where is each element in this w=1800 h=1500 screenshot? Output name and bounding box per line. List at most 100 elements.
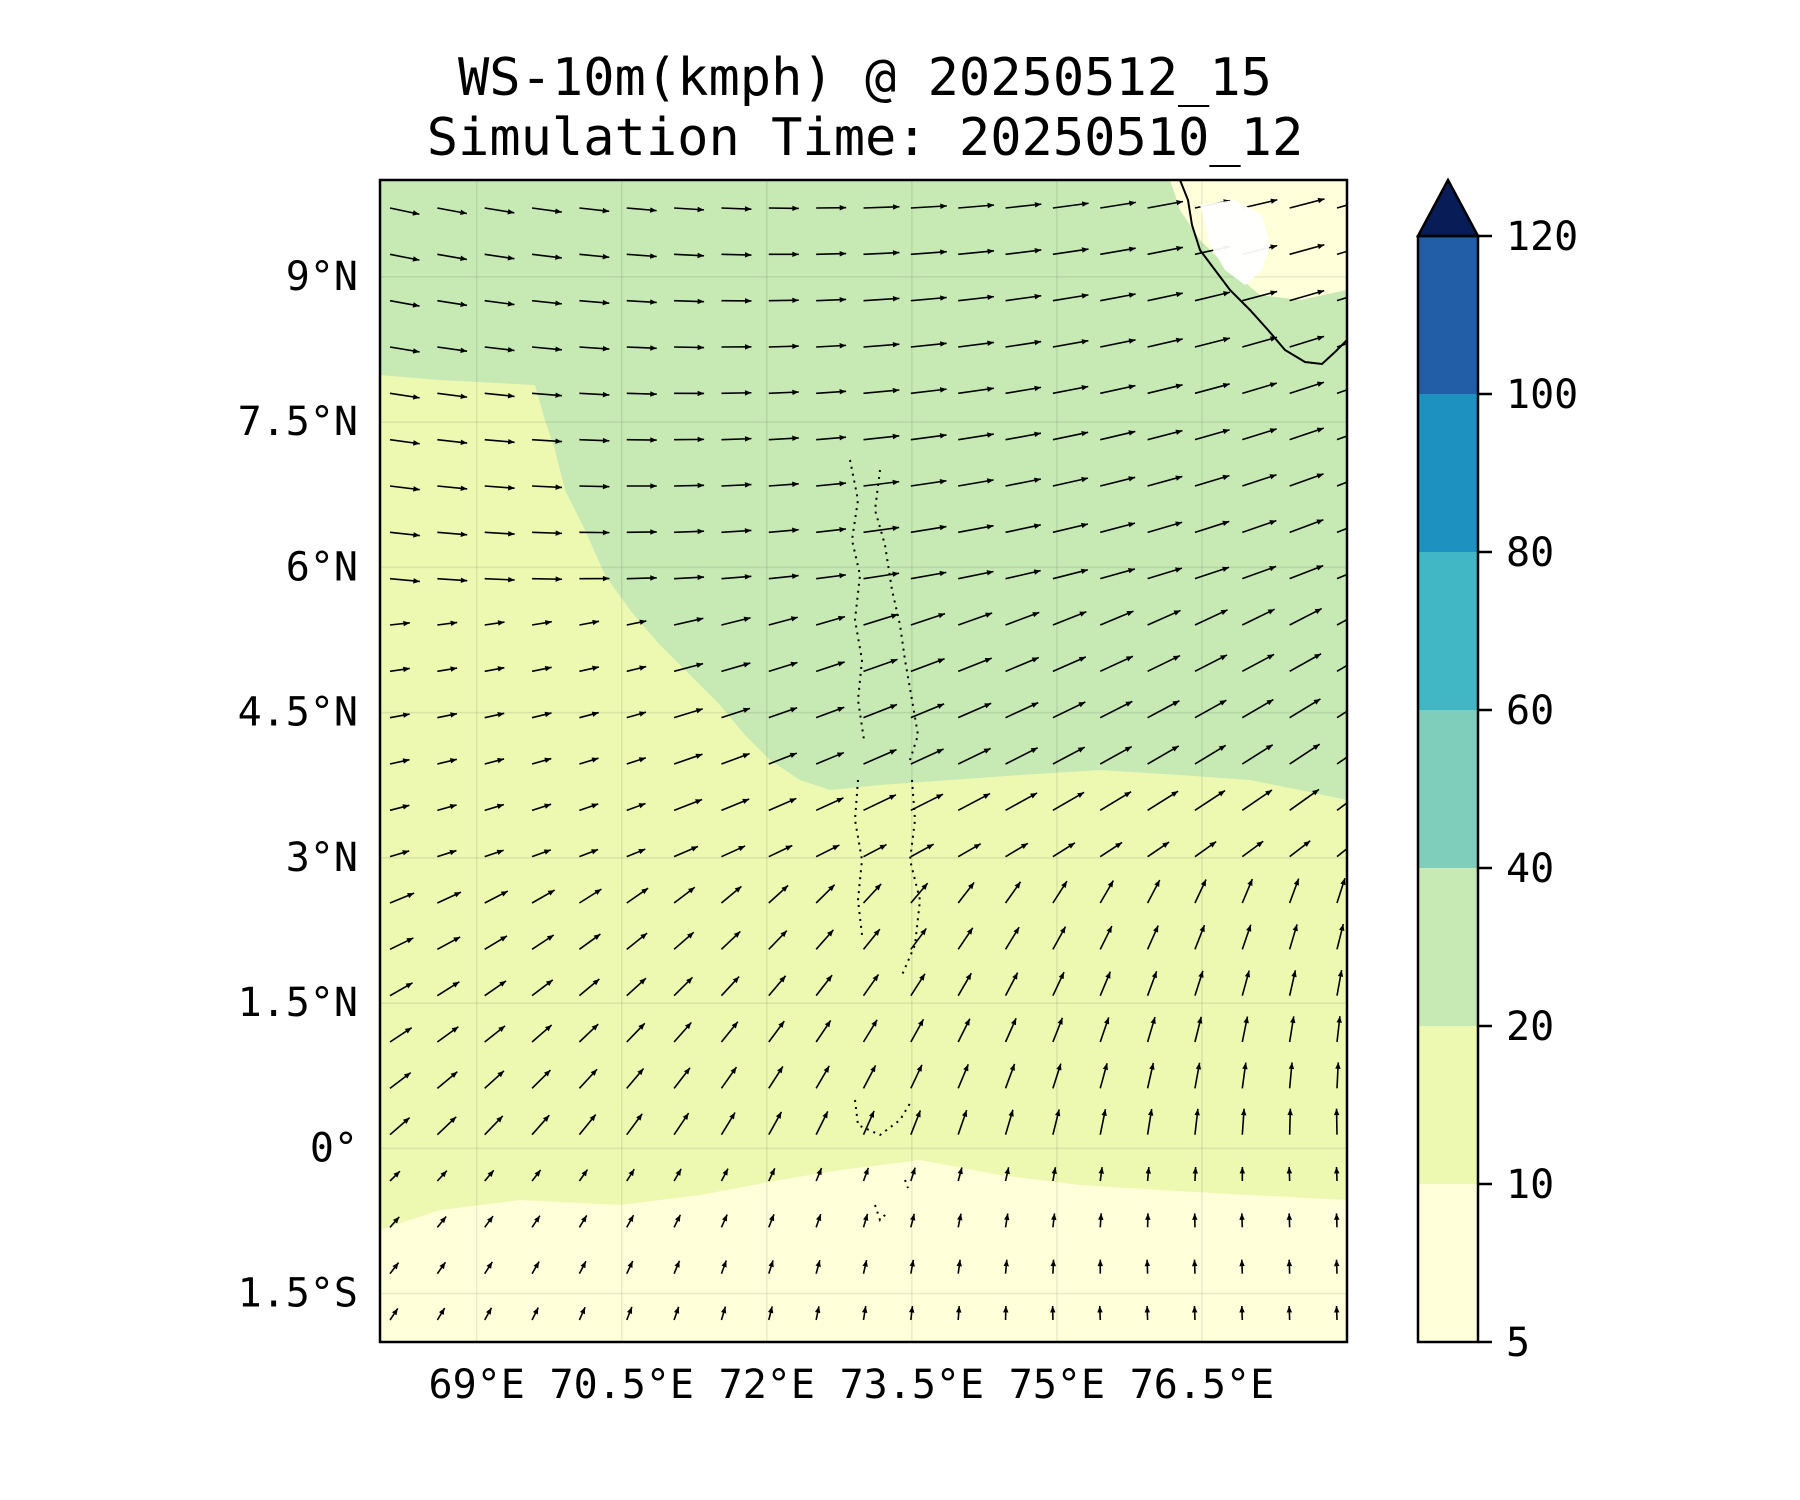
- wind-arrow-head: [816, 1214, 822, 1222]
- wind-arrow-head: [1287, 1108, 1293, 1116]
- wind-arrow-head: [1290, 1016, 1296, 1024]
- wind-arrow-head: [459, 209, 467, 216]
- wind-arrow-head: [744, 344, 752, 350]
- wind-arrow-head: [792, 343, 799, 350]
- wind-arrow-head: [1050, 1306, 1056, 1313]
- wind-arrow-head: [487, 1216, 494, 1223]
- wind-arrow-head: [650, 253, 657, 259]
- wind-arrow-head: [1059, 926, 1066, 934]
- wind-arrow-head: [743, 662, 751, 668]
- wind-arrow-shaft: [1336, 618, 1347, 626]
- wind-zone-20-40: [380, 180, 1347, 800]
- wind-arrow-head: [738, 845, 746, 852]
- wind-arrow-head: [1364, 427, 1371, 432]
- colorbar: 5 10 20 40 60 80 100 120: [1415, 177, 1578, 1366]
- wind-arrow-head: [532, 1307, 539, 1315]
- wind-arrow-head: [939, 570, 947, 577]
- colorbar-band: [1418, 868, 1478, 1026]
- wind-arrow-head: [650, 345, 657, 351]
- wind-arrow-head: [697, 436, 705, 443]
- wind-arrow-head: [789, 798, 797, 804]
- wind-arrow-head: [910, 1213, 916, 1221]
- wind-arrow-head: [602, 345, 610, 352]
- wind-arrow-head: [1209, 841, 1217, 848]
- wind-arrow-head: [837, 661, 845, 667]
- wind-arrow-head: [1162, 842, 1170, 848]
- wind-arrow-head: [863, 1167, 869, 1175]
- wind-arrow-head: [1031, 657, 1039, 663]
- wind-arrow-head: [1175, 291, 1183, 298]
- wind-arrow-head: [544, 620, 552, 626]
- wind-arrow-head: [956, 1259, 962, 1267]
- wind-arrow-head: [592, 979, 600, 986]
- wind-arrow-head: [722, 1168, 728, 1176]
- lon-label: 75°E: [1009, 1362, 1105, 1408]
- wind-arrow-head: [485, 1307, 492, 1315]
- wind-arrow-head: [392, 1262, 399, 1270]
- wind-arrow-head: [507, 439, 515, 445]
- wind-arrow-head: [641, 888, 649, 895]
- wind-arrow-head: [1192, 1213, 1198, 1220]
- wind-arrow-head: [697, 482, 705, 489]
- wind-arrow-head: [986, 478, 994, 484]
- wind-arrow-head: [1056, 1063, 1062, 1071]
- wind-arrow-head: [940, 203, 947, 209]
- wind-arrow-head: [602, 575, 610, 582]
- wind-arrow-head: [1317, 197, 1325, 204]
- wind-arrow-head: [1172, 655, 1180, 661]
- wind-arrow-head: [602, 253, 610, 260]
- wind-arrow-head: [1077, 792, 1085, 798]
- wind-arrow-head: [985, 612, 993, 618]
- wind-arrow-head: [986, 524, 994, 530]
- wind-arrow-head: [412, 394, 420, 400]
- wind-arrow-head: [1334, 1213, 1340, 1220]
- wind-arrow-head: [403, 620, 410, 627]
- wind-arrow-head: [440, 1170, 447, 1178]
- wind-arrow-head: [1288, 1062, 1295, 1070]
- wind-arrow-head: [1270, 244, 1278, 250]
- wind-arrow-head: [460, 439, 468, 446]
- wind-arrow-head: [638, 849, 646, 855]
- colorbar-band: [1418, 1184, 1478, 1342]
- wind-arrow-head: [1034, 293, 1042, 300]
- wind-arrow-head: [1314, 653, 1322, 660]
- wind-arrow-head: [555, 484, 563, 490]
- wind-arrow-head: [1011, 1018, 1017, 1026]
- wind-arrow-head: [460, 393, 468, 400]
- wind-arrow-head: [412, 302, 420, 308]
- lon-label: 73.5°E: [840, 1362, 985, 1408]
- wind-arrow-head: [973, 843, 981, 850]
- wind-arrow-head: [1362, 608, 1369, 613]
- wind-arrow-head: [592, 665, 599, 672]
- wind-arrow-head: [1081, 522, 1088, 529]
- wind-arrow-head: [769, 1214, 775, 1222]
- wind-arrow-head: [1364, 289, 1371, 294]
- wind-arrow-shaft: [1336, 756, 1347, 765]
- colorbar-label: 5: [1506, 1320, 1530, 1366]
- lat-label: 3°N: [286, 835, 358, 881]
- wind-arrow-head: [892, 296, 900, 302]
- wind-arrow-head: [722, 1214, 728, 1222]
- wind-arrow-head: [1147, 1108, 1154, 1116]
- wind-arrow-head: [1359, 789, 1366, 795]
- wind-arrow-head: [507, 393, 515, 399]
- wind-arrow-head: [1222, 566, 1230, 572]
- wind-arrow-head: [1144, 1259, 1151, 1267]
- wind-arrow-shaft: [1336, 573, 1347, 580]
- maldives-atolls: [849, 459, 922, 1222]
- wind-arrow-head: [533, 1261, 540, 1269]
- wind-arrow-head: [1149, 1062, 1155, 1070]
- wind-arrow-head: [688, 887, 695, 894]
- wind-arrow-head: [1081, 476, 1089, 483]
- wind-arrow-head: [580, 1261, 586, 1269]
- wind-arrow-head: [839, 480, 847, 487]
- wind-arrow-head: [546, 934, 554, 941]
- wind-arrow-head: [497, 712, 505, 718]
- wind-arrow-head: [452, 981, 460, 988]
- wind-arrow-head: [1316, 519, 1324, 525]
- wind-arrow-head: [403, 1072, 411, 1079]
- wind-arrow-head: [744, 482, 752, 488]
- wind-arrow-head: [1198, 970, 1204, 978]
- wind-arrow-head: [592, 619, 600, 626]
- wind-arrow-head: [892, 479, 900, 486]
